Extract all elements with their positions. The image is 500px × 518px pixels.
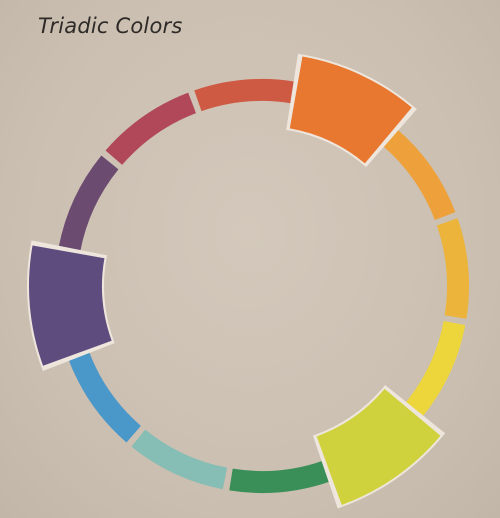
wheel-segment-orange-yellow bbox=[436, 218, 469, 319]
wheel-segment-red-orange bbox=[194, 79, 295, 112]
triad-block-blue-violet bbox=[28, 245, 112, 366]
wheel-segment-blue-green bbox=[131, 429, 228, 490]
wheel-segment-violet bbox=[58, 155, 119, 252]
diagram-title: Triadic Colors bbox=[38, 14, 183, 38]
wheel-segment-red-violet bbox=[105, 92, 196, 165]
wheel-segment-yellow-orange bbox=[383, 129, 456, 220]
wheel-segment-green bbox=[229, 460, 330, 493]
triad-block-orange bbox=[289, 56, 412, 164]
wheel-segment-yellow bbox=[405, 320, 466, 417]
wheel-segment-blue bbox=[68, 352, 141, 443]
triad-block-yellow-green bbox=[316, 388, 441, 505]
